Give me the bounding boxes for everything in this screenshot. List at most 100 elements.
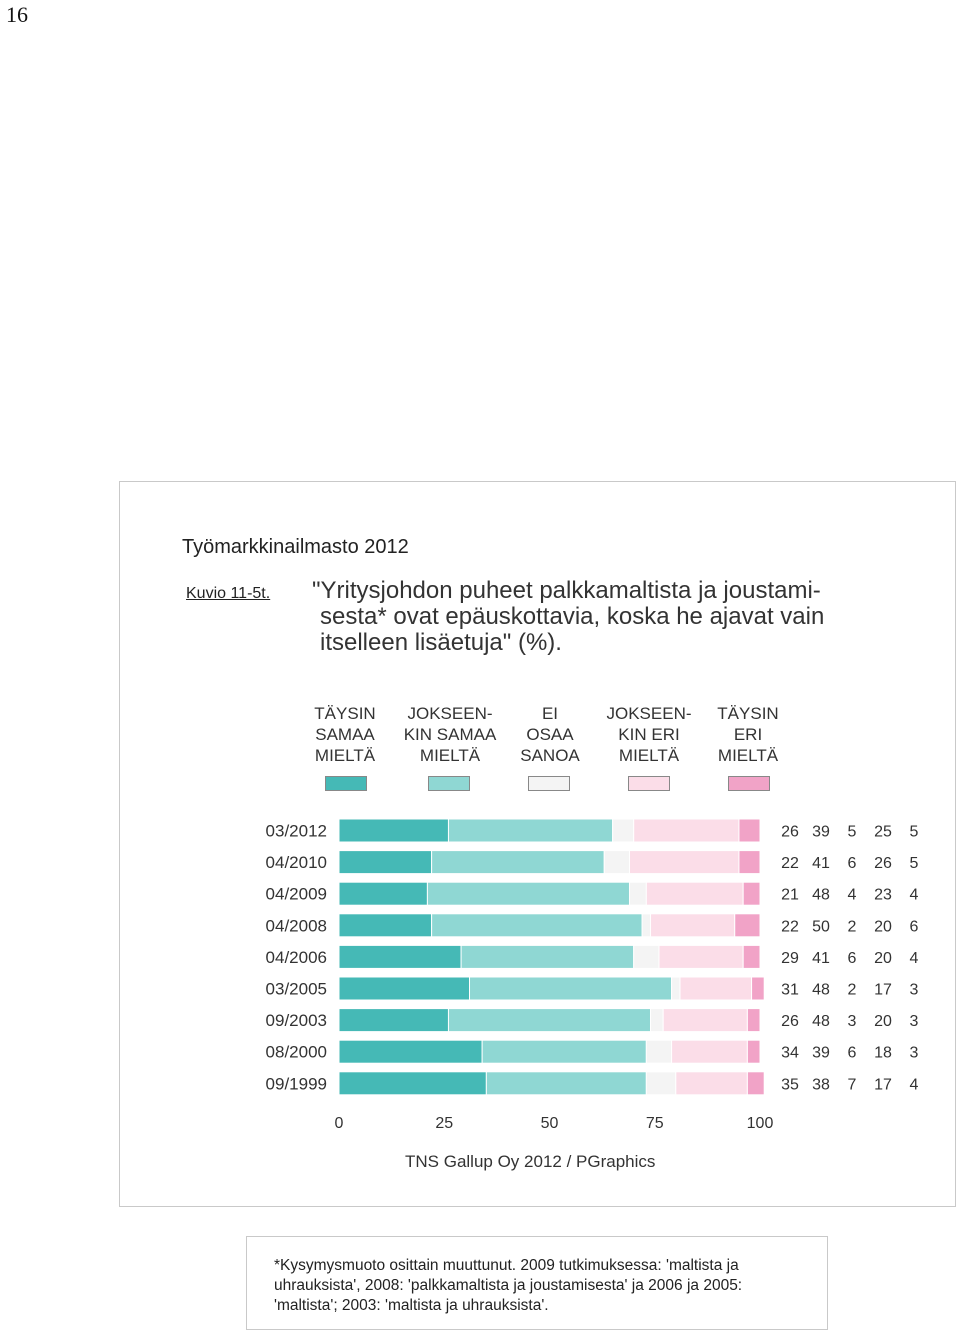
bar-segment — [633, 818, 740, 843]
data-value-label: 6 — [910, 918, 919, 935]
x-tick-label: 0 — [335, 1115, 344, 1132]
data-value-label: 4 — [910, 1076, 919, 1093]
bar-segment — [734, 913, 761, 938]
figure-title-line: itselleen lisäetuja" (%). — [320, 629, 562, 656]
x-tick-label: 25 — [435, 1115, 453, 1132]
bar-segment — [751, 976, 765, 1001]
bar-segment — [460, 944, 635, 969]
data-value-label: 7 — [848, 1076, 857, 1093]
legend-label-line: OSAA — [526, 725, 574, 744]
data-value-label: 29 — [781, 950, 799, 967]
data-value-label: 3 — [910, 1045, 919, 1062]
bar-segment — [485, 1071, 647, 1096]
category-label: 04/2009 — [266, 885, 327, 904]
category-label: 04/2008 — [266, 916, 327, 935]
category-label: 09/2003 — [266, 1011, 327, 1030]
bar-segment — [447, 818, 614, 843]
x-tick-label: 50 — [541, 1115, 559, 1132]
data-value-label: 5 — [910, 824, 919, 841]
legend-label-line: MIELTÄ — [717, 746, 779, 765]
bar-segment — [650, 1008, 664, 1033]
bar-segment — [426, 881, 630, 906]
bar-segment — [447, 1008, 652, 1033]
bar-segment — [645, 1039, 673, 1064]
footnote-box: *Kysymysmuoto osittain muuttunut. 2009 t… — [246, 1236, 828, 1330]
bar-segment — [431, 850, 605, 875]
data-value-label: 34 — [781, 1045, 799, 1062]
footnote-line: *Kysymysmuoto osittain muuttunut. 2009 t… — [274, 1257, 739, 1274]
bar-segment — [738, 850, 761, 875]
legend-dont-know: EI OSAA SANOA — [490, 703, 610, 766]
bar-segment — [746, 1039, 761, 1064]
legend-label-line: EI — [541, 704, 559, 723]
data-value-label: 48 — [812, 887, 830, 904]
bar-segment — [679, 976, 753, 1001]
data-value-label: 22 — [781, 855, 799, 872]
bar-segment — [628, 881, 647, 906]
bar-segment — [612, 818, 635, 843]
category-label: 03/2012 — [266, 822, 327, 841]
bar-segment — [671, 976, 681, 1001]
data-value-label: 2 — [848, 982, 857, 999]
legend-swatch — [428, 776, 470, 791]
legend-label-line: SANOA — [520, 746, 580, 765]
data-value-label: 39 — [812, 824, 830, 841]
bar-segment — [338, 850, 433, 875]
legend-label-line: MIELTÄ — [419, 746, 481, 765]
bar-segment — [338, 1039, 483, 1064]
legend-label-line: MIELTÄ — [618, 746, 680, 765]
data-value-label: 48 — [812, 982, 830, 999]
bar-segment — [738, 818, 761, 843]
data-value-label: 5 — [848, 824, 857, 841]
legend-label-line: ERI — [733, 725, 763, 744]
data-value-label: 23 — [874, 887, 892, 904]
legend-partly-disagree: JOKSEEN- KIN ERI MIELTÄ — [589, 703, 709, 766]
data-value-label: 17 — [874, 1076, 892, 1093]
bar-segment — [338, 976, 471, 1001]
chart-source: TNS Gallup Oy 2012 / PGraphics — [405, 1152, 656, 1171]
bar-segment — [658, 944, 744, 969]
data-value-label: 26 — [781, 824, 799, 841]
bar-segment — [469, 976, 673, 1001]
category-label: 04/2006 — [266, 948, 327, 967]
bar-segment — [338, 913, 433, 938]
data-value-label: 38 — [812, 1076, 830, 1093]
publication-title: Työmarkkinailmasto 2012 — [182, 536, 409, 558]
legend-label-line: TÄYSIN — [717, 704, 779, 723]
data-value-label: 22 — [781, 918, 799, 935]
bar-segment — [662, 1008, 748, 1033]
legend-fully-disagree: TÄYSIN ERI MIELTÄ — [688, 703, 808, 766]
legend-label-line: SAMAA — [315, 725, 375, 744]
bar-segment — [431, 913, 643, 938]
data-value-label: 26 — [874, 855, 892, 872]
bar-segment — [675, 1071, 748, 1096]
category-label: 09/1999 — [266, 1074, 327, 1093]
data-value-label: 3 — [910, 1013, 919, 1030]
data-value-label: 17 — [874, 982, 892, 999]
data-value-label: 35 — [781, 1076, 799, 1093]
bar-segment — [481, 1039, 647, 1064]
category-label: 04/2010 — [266, 853, 327, 872]
legend-label-line: KIN SAMAA — [403, 725, 497, 744]
data-value-label: 31 — [781, 982, 799, 999]
legend-swatch — [728, 776, 770, 791]
data-value-label: 48 — [812, 1013, 830, 1030]
category-label: 08/2000 — [266, 1043, 327, 1062]
bar-segment — [645, 1071, 677, 1096]
bar-segment — [633, 944, 660, 969]
bar-segment — [645, 881, 744, 906]
bar-segment — [746, 1008, 761, 1033]
bar-segment — [742, 944, 761, 969]
data-value-label: 2 — [848, 918, 857, 935]
bar-segment — [338, 1008, 449, 1033]
bar-segment — [671, 1039, 748, 1064]
bar-segment — [338, 1071, 487, 1096]
data-value-label: 4 — [910, 950, 919, 967]
figure-title: "Yritysjohdon puheet palkkamaltista ja j… — [312, 578, 912, 656]
data-value-label: 3 — [910, 982, 919, 999]
figure-id: Kuvio 11-5t. — [186, 585, 271, 602]
data-value-label: 21 — [781, 887, 799, 904]
category-label: 03/2005 — [266, 980, 327, 999]
legend-label-line: KIN ERI — [618, 725, 680, 744]
